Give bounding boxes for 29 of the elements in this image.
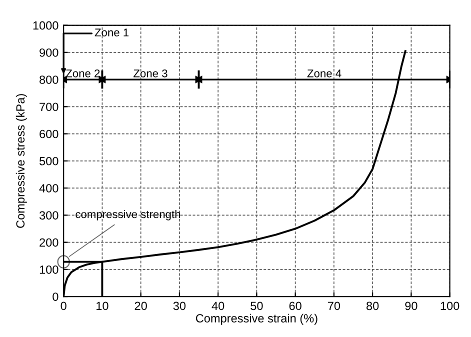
x-tick-label: 20: [134, 302, 147, 310]
x-tick-label: 90: [405, 302, 418, 310]
y-tick-label: 500: [40, 156, 58, 166]
y-axis-title: Compressive stress (kPa): [16, 94, 27, 228]
annotation: Zone 3: [134, 69, 168, 78]
x-tick-label: 50: [250, 302, 263, 310]
x-tick-label: 30: [173, 302, 186, 310]
x-tick-label: 80: [366, 302, 379, 310]
x-tick-label: 0: [60, 302, 66, 310]
y-tick-label: 700: [40, 102, 58, 112]
annotation: Zone 2: [66, 69, 100, 78]
y-tick-label: 600: [40, 130, 58, 138]
y-tick-label: 100: [40, 265, 58, 274]
y-tick-label: 0: [52, 292, 58, 301]
y-tick-label: 300: [39, 211, 58, 220]
x-tick-label: 60: [289, 302, 302, 310]
x-tick-label: 10: [96, 302, 108, 310]
annotation: Zone 4: [307, 70, 342, 78]
annotation: compressive strength: [76, 210, 180, 220]
x-tick-label: 100: [440, 302, 460, 310]
annotation: Zone 1: [94, 28, 129, 36]
y-tick-label: 200: [40, 238, 58, 247]
y-tick-label: 400: [39, 184, 58, 192]
y-tick-label: 1000: [33, 21, 58, 30]
y-tick-label: 900: [40, 48, 58, 57]
x-tick-label: 40: [212, 302, 224, 310]
x-axis-title: Compressive strain (%): [196, 314, 318, 325]
y-tick-label: 800: [40, 76, 58, 84]
x-tick-label: 70: [328, 302, 340, 310]
